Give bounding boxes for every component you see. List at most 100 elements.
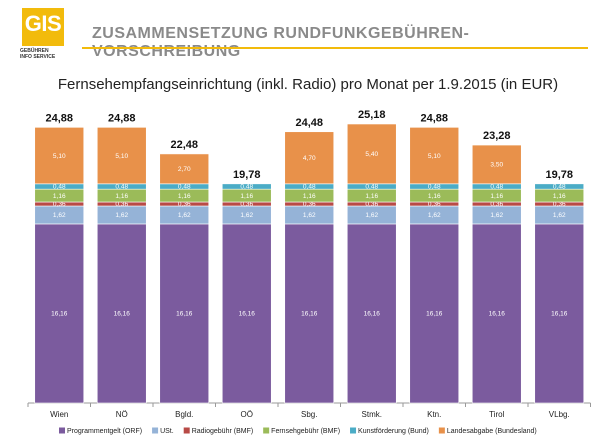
- segment-value-label: 5,40: [365, 151, 378, 158]
- segment-value-label: 1,62: [240, 212, 253, 219]
- bar-segment: [409, 223, 460, 404]
- legend-item: USt.: [152, 427, 174, 435]
- bar-stack: 16,16 1,62 0,361,16 0,48 19,78: [221, 169, 272, 404]
- segment-value-label: 1,62: [115, 212, 128, 219]
- bar-total-label: 24,48: [295, 117, 323, 129]
- segment-value-label: 16,16: [239, 311, 256, 318]
- segment-value-label: 1,16: [53, 193, 66, 200]
- category-label: Stmk.: [362, 410, 382, 419]
- bar-stack: 16,16 1,62 0,361,16 0,48 4,70 24,48: [284, 117, 335, 404]
- logo-subtitle-line1: GEBÜHREN: [20, 48, 49, 54]
- segment-value-label: 16,16: [489, 311, 506, 318]
- legend-swatch: [350, 427, 357, 434]
- bar-segment: [346, 123, 397, 185]
- gis-logo: GIS: [22, 8, 64, 46]
- legend-label: Radiogebühr (BMF): [192, 428, 253, 435]
- segment-value-label: 0,36: [240, 201, 253, 208]
- bar-stack: 16,16 1,62 0,361,16 0,48 2,70 22,48: [159, 139, 210, 404]
- legend-item: Landesabgabe (Bundesland): [438, 427, 537, 435]
- logo-subtitle: GEBÜHREN INFO SERVICE: [20, 48, 80, 60]
- bar-segment: [471, 223, 522, 404]
- logo-subtitle-line2: INFO SERVICE: [20, 54, 56, 60]
- segment-value-label: 16,16: [176, 311, 193, 318]
- bar-segment: [284, 223, 335, 404]
- segment-value-label: 0,36: [428, 201, 441, 208]
- segment-value-label: 1,16: [240, 193, 253, 200]
- legend-item: Fernsehgebühr (BMF): [263, 427, 340, 435]
- legend-swatch: [183, 427, 190, 434]
- logo-text: GIS: [24, 11, 62, 36]
- legend-label: Kunstförderung (Bund): [358, 428, 429, 435]
- segment-value-label: 0,48: [303, 184, 316, 191]
- legend-item: Radiogebühr (BMF): [183, 427, 253, 435]
- segment-value-label: 5,10: [53, 153, 66, 160]
- bar-total-label: 24,88: [420, 112, 448, 124]
- plot-area: 16,161,620,361,160,485,1024,88Wien16,161…: [27, 109, 591, 419]
- segment-value-label: 1,62: [303, 212, 316, 219]
- segment-value-label: 0,36: [490, 201, 503, 208]
- segment-value-label: 0,48: [178, 184, 191, 191]
- legend-item: Programmentgelt (ORF): [59, 427, 142, 435]
- bar-stack: 16,16 1,62 0,361,16 0,48 5,10 24,88: [34, 112, 85, 404]
- segment-value-label: 0,48: [115, 184, 128, 191]
- segment-value-label: 1,62: [490, 212, 503, 219]
- bar-stack: 16,16 1,62 0,361,16 0,48 5,10 24,88: [409, 112, 460, 404]
- category-label: Sbg.: [301, 410, 317, 419]
- segment-value-label: 1,62: [428, 212, 441, 219]
- bar-total-label: 25,18: [358, 109, 386, 121]
- category-label: Wien: [50, 410, 68, 419]
- legend-swatch: [152, 427, 159, 434]
- segment-value-label: 1,62: [178, 212, 191, 219]
- legend-label: USt.: [160, 428, 174, 435]
- bar-total-label: 22,48: [170, 139, 198, 151]
- segment-value-label: 2,70: [178, 166, 191, 173]
- segment-value-label: 1,16: [490, 193, 503, 200]
- bar-segment: [534, 223, 585, 404]
- bar-total-label: 24,88: [45, 112, 73, 124]
- category-label: Ktn.: [427, 410, 441, 419]
- segment-value-label: 1,16: [178, 193, 191, 200]
- bar-segment: [159, 223, 210, 404]
- bar-segment: [471, 144, 522, 185]
- legend-label: Landesabgabe (Bundesland): [447, 428, 537, 435]
- bar-segment: [159, 153, 210, 185]
- segment-value-label: 1,16: [365, 193, 378, 200]
- bar-stack: 16,16 1,62 0,361,16 0,48 3,50 23,28: [471, 130, 522, 404]
- legend-swatch: [59, 427, 65, 434]
- category-label: Tirol: [489, 410, 504, 419]
- segment-value-label: 16,16: [114, 311, 131, 318]
- category-label: VLbg.: [549, 410, 570, 419]
- segment-value-label: 0,48: [490, 184, 503, 191]
- segment-value-label: 1,62: [553, 212, 566, 219]
- bar-segment: [346, 223, 397, 404]
- chart-title: Fernsehempfangseinrichtung (inkl. Radio)…: [58, 76, 558, 93]
- bar-segment: [96, 223, 147, 404]
- segment-value-label: 16,16: [364, 311, 381, 318]
- bar-total-label: 23,28: [483, 130, 511, 142]
- segment-value-label: 0,48: [428, 184, 441, 191]
- chart-legend: Programmentgelt (ORF) USt. Radiogebühr (BM…: [59, 427, 537, 435]
- segment-value-label: 1,62: [365, 212, 378, 219]
- bar-segment: [96, 127, 147, 185]
- bar-segment: [534, 183, 585, 190]
- segment-value-label: 1,16: [303, 193, 316, 200]
- segment-value-label: 1,62: [53, 212, 66, 219]
- segment-value-label: 1,16: [428, 193, 441, 200]
- category-label: NÖ: [116, 410, 128, 419]
- bar-stack: 16,16 1,62 0,361,16 0,48 5,10 24,88: [96, 112, 147, 404]
- bar-segment: [34, 127, 85, 185]
- category-label: Bgld.: [175, 410, 193, 419]
- segment-value-label: 1,16: [115, 193, 128, 200]
- bar-segment: [34, 223, 85, 404]
- legend-swatch: [438, 427, 445, 434]
- segment-value-label: 0,36: [115, 201, 128, 208]
- bar-total-label: 24,88: [108, 112, 136, 124]
- bar-segment: [221, 223, 272, 404]
- bar-segment: [409, 127, 460, 185]
- bar-stack: 16,16 1,62 0,361,16 0,48 5,40 25,18: [346, 109, 397, 404]
- legend-label: Fernsehgebühr (BMF): [271, 428, 340, 435]
- segment-value-label: 1,16: [553, 193, 566, 200]
- category-label: OÖ: [241, 410, 253, 419]
